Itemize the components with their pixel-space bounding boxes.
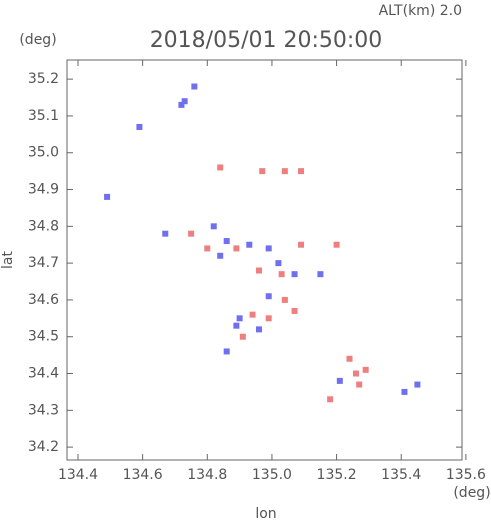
y-unit: (deg) xyxy=(19,32,56,48)
x-axis-label: lon xyxy=(255,506,276,521)
radar-cell xyxy=(278,271,285,278)
radar-cell xyxy=(291,271,298,278)
chart-subtitle: ALT(km) 2.0 xyxy=(379,3,462,19)
y-tick-label: 34.7 xyxy=(28,255,59,271)
radar-cell xyxy=(298,241,305,248)
x-tick-label: 135.0 xyxy=(252,467,292,483)
y-tick-label: 34.6 xyxy=(28,292,59,308)
radar-cell xyxy=(362,366,369,373)
y-tick-label: 34.3 xyxy=(28,402,59,418)
y-tick-label: 34.2 xyxy=(28,439,59,455)
x-tick-label: 135.2 xyxy=(317,467,357,483)
radar-cell xyxy=(233,322,240,329)
x-tick-label: 134.4 xyxy=(58,467,98,483)
y-axis-label: lat xyxy=(0,251,16,269)
radar-cell xyxy=(181,98,188,105)
radar-cell xyxy=(239,333,246,340)
radar-cell xyxy=(233,245,240,252)
y-tick-label: 34.8 xyxy=(28,218,59,234)
radar-cell xyxy=(291,307,298,314)
y-tick-label: 35.1 xyxy=(28,108,59,124)
radar-cell xyxy=(336,377,343,384)
plot-frame xyxy=(66,59,463,461)
radar-cell xyxy=(275,260,282,267)
radar-cell xyxy=(281,168,288,175)
radar-cell xyxy=(265,293,272,300)
radar-cell xyxy=(204,245,211,252)
radar-cell xyxy=(298,168,305,175)
radar-cell xyxy=(259,168,266,175)
radar-cell xyxy=(217,164,224,171)
chart-title: 2018/05/01 20:50:00 xyxy=(150,28,383,53)
y-tick-label: 35.2 xyxy=(28,71,59,87)
x-tick-label: 134.8 xyxy=(187,467,227,483)
y-tick-label: 34.9 xyxy=(28,182,59,198)
radar-cell xyxy=(327,396,334,403)
radar-cell xyxy=(317,271,324,278)
y-tick-label: 34.4 xyxy=(28,366,59,382)
radar-cell xyxy=(104,193,111,200)
radar-cell xyxy=(249,311,256,318)
radar-cell xyxy=(356,381,363,388)
radar-cell xyxy=(265,315,272,322)
x-tick-label: 134.6 xyxy=(123,467,163,483)
radar-cell xyxy=(178,101,185,108)
radar-cell xyxy=(346,355,353,362)
radar-cell xyxy=(223,348,230,355)
radar-cell xyxy=(223,238,230,245)
radar-cell xyxy=(217,252,224,259)
radar-cell xyxy=(136,123,143,130)
radar-cell xyxy=(333,241,340,248)
radar-cell xyxy=(162,230,169,237)
x-tick-label: 135.6 xyxy=(446,467,486,483)
radar-cell xyxy=(191,83,198,90)
y-tick-label: 34.5 xyxy=(28,329,59,345)
radar-cell xyxy=(246,241,253,248)
y-tick-label: 35.0 xyxy=(28,145,59,161)
radar-cell xyxy=(210,223,217,230)
radar-cell xyxy=(256,326,263,333)
radar-cell xyxy=(352,370,359,377)
radar-cell xyxy=(401,388,408,395)
radar-cell xyxy=(414,381,421,388)
radar-cell xyxy=(265,245,272,252)
radar-cell xyxy=(236,315,243,322)
radar-cell xyxy=(188,230,195,237)
radar-cell xyxy=(281,296,288,303)
radar-cell xyxy=(256,267,263,274)
x-unit: (deg) xyxy=(453,485,490,501)
x-tick-label: 135.4 xyxy=(381,467,421,483)
